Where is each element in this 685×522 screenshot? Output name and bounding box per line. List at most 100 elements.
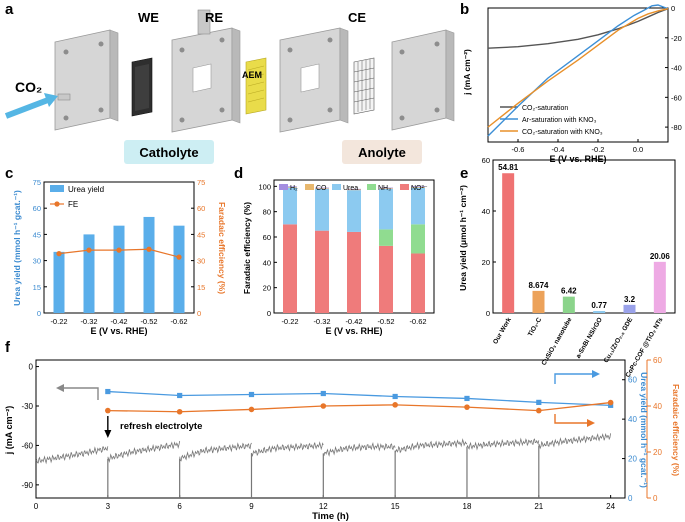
x-tick-label: TiO₂-C [527, 316, 543, 337]
x-tick-label: -0.52 [377, 317, 394, 326]
label-aem: AEM [242, 70, 262, 80]
series-line-1 [487, 4, 669, 137]
legend-swatch-0 [400, 184, 409, 190]
series-point-0 [105, 388, 111, 395]
y2-tick-label: 0 [628, 494, 633, 503]
stack-segment-2 [283, 187, 297, 225]
legend-label-0: CO₂-saturation [522, 105, 568, 112]
legend-label-3: CO [316, 185, 327, 192]
label-we: WE [138, 10, 159, 25]
series-point-0 [248, 391, 255, 398]
y-tick-label: -80 [671, 123, 682, 132]
current-trace-2 [179, 442, 252, 462]
x-tick-label: 6 [177, 502, 182, 511]
chart-b: -0.6 -0.4 -0.2 0.0 0 -20 -40 -60 -80 E (V vs. RHE… [462, 4, 682, 164]
x-tick-label: -0.32 [80, 317, 97, 326]
panel-d-letter: d [234, 165, 243, 182]
series-line-1 [107, 401, 611, 413]
panel-e-letter: e [460, 165, 468, 182]
y2-tick-label: 45 [197, 230, 205, 239]
stack-segment-2 [347, 190, 361, 232]
plot-frame [492, 159, 676, 314]
bar [83, 234, 95, 313]
working-electrode [131, 57, 153, 117]
cell-plate-2 [171, 9, 241, 133]
series-point-0 [536, 399, 542, 405]
y2-tick-label: 75 [197, 178, 205, 187]
bar [653, 261, 666, 313]
stack-segment-0 [411, 253, 425, 313]
x-tick-label: 3 [106, 502, 111, 511]
stack-segment-4 [379, 187, 393, 189]
x-axis-label: Time (h) [312, 511, 349, 522]
value-label: 8.674 [528, 281, 549, 290]
series-point-1 [248, 406, 255, 413]
series-point-0 [392, 393, 398, 400]
legend-swatch-2 [332, 184, 341, 190]
series-point-1 [176, 408, 183, 415]
stack-segment-4 [347, 188, 361, 190]
x-tick-label: -0.22 [281, 317, 298, 326]
legend-swatch-3 [305, 184, 314, 190]
stack-segment-2 [379, 188, 393, 230]
plot-frame [487, 7, 669, 143]
plot-frame [35, 359, 626, 499]
chart-f: 0 3 6 9 12 15 18 21 24 0 -30 -60 -90 0 20 40 60 0 20 40 60 re… [4, 356, 681, 522]
x-tick-label: 9 [249, 502, 254, 511]
panel-a: a [4, 1, 455, 164]
y-tick-label: 0 [29, 363, 34, 372]
y-tick-label: 0 [486, 309, 490, 318]
legend-swatch-0 [50, 185, 64, 192]
stack-segment-0 [379, 245, 393, 313]
catholyte-box [124, 140, 214, 164]
panel-b-letter: b [460, 1, 469, 18]
x-tick-label: -0.22 [50, 317, 67, 326]
legend-label-2: CO₂-saturation with KNO₃ [522, 129, 603, 136]
label-catholyte: Catholyte [139, 145, 198, 160]
legend-label-0: Urea yield [68, 185, 104, 194]
series-point-0 [177, 392, 183, 399]
stack-segment-1 [379, 229, 393, 246]
stack-segment-3 [315, 188, 329, 189]
y2-axis-label: Faradaic efficiency (%) [217, 202, 227, 294]
label-re: RE [205, 10, 223, 25]
panel-c-letter: c [5, 165, 13, 182]
y-tick-label: 0 [671, 4, 675, 13]
x-tick-label: 18 [463, 502, 472, 511]
legend-swatch-1 [54, 201, 60, 207]
bar [623, 304, 636, 313]
co2-arrow [4, 93, 58, 119]
bar [502, 173, 515, 313]
series-line-0 [107, 390, 611, 406]
x-tick-label: 0 [34, 502, 39, 511]
y-tick-label: -40 [671, 64, 682, 73]
x-tick-label: 21 [534, 502, 543, 511]
x-axis-label: E (V vs. RHE) [549, 154, 606, 164]
legend-label-0: NO²⁻ [411, 185, 428, 192]
value-label: 0.77 [591, 301, 607, 310]
panel-f-letter: f [5, 339, 11, 356]
series-point-0 [320, 390, 326, 397]
y2-axis-label: Urea yield (mmol h⁻¹ gcat.⁻¹) [639, 372, 649, 488]
y-tick-label: -20 [671, 34, 682, 43]
anion-exchange-membrane [245, 57, 267, 115]
y2-tick-label: 60 [197, 204, 205, 213]
y-tick-label: 100 [258, 182, 271, 191]
bar [562, 296, 575, 313]
counter-electrode [353, 57, 375, 115]
y-tick-label: 20 [263, 284, 271, 293]
axis-arrow-yield-head [592, 370, 600, 378]
stack-segment-3 [411, 186, 425, 188]
anolyte-box [342, 140, 422, 164]
y-tick-label: 40 [482, 207, 490, 216]
y-tick-label: 0 [267, 309, 271, 318]
y2-tick-label: 30 [197, 257, 205, 266]
series-point-1 [105, 407, 111, 414]
stack-segment-4 [283, 186, 297, 187]
stack-segment-4 [315, 187, 329, 189]
axis-arrow-current-head [56, 384, 64, 392]
bar [173, 225, 185, 313]
refresh-arrow-head [104, 430, 112, 438]
y2-tick-label: 40 [628, 415, 637, 424]
